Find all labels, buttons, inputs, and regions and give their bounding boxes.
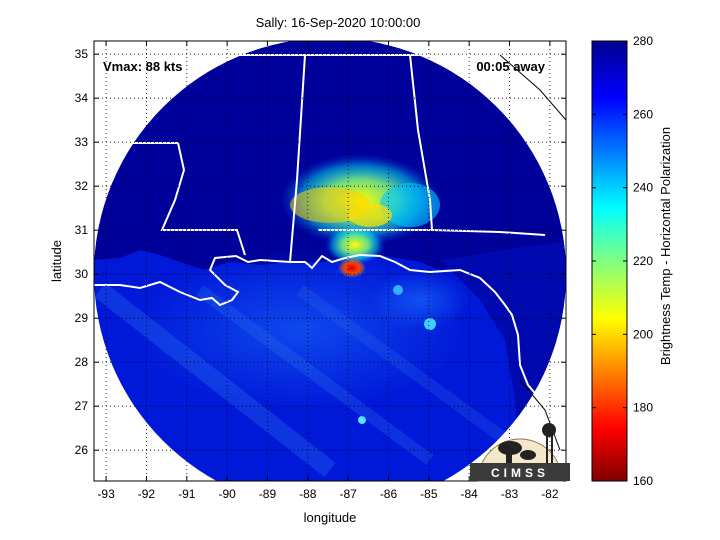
- x-tick-label: -90: [218, 487, 236, 501]
- y-tick-label: 31: [75, 223, 89, 237]
- x-tick-label: -89: [259, 487, 277, 501]
- axes-frame: [93, 40, 567, 482]
- colorbar-ticks: 280 260 240 220 200 180 160: [592, 34, 653, 488]
- colorbar-title: Brightness Temp - Horizontal Polarizatio…: [658, 127, 673, 365]
- coastline: [94, 253, 561, 421]
- y-tick-label: 30: [75, 267, 89, 281]
- y-tick-label: 34: [75, 91, 89, 105]
- x-axis-title: longitude: [304, 510, 357, 525]
- colorbar-tick-label: 220: [633, 254, 653, 268]
- y-tick-label: 27: [75, 399, 89, 413]
- y-axis-ticks: 35 34 33 32 31 30 29 28 27 26: [75, 47, 566, 457]
- colorbar-tick-label: 280: [633, 34, 653, 48]
- time-away-label: 00:05 away: [476, 59, 545, 74]
- y-tick-label: 28: [75, 355, 89, 369]
- y-tick-label: 35: [75, 47, 89, 61]
- colorbar: 280 260 240 220 200 180 160 Brightness Temp - …: [591, 34, 673, 488]
- x-tick-label: -84: [461, 487, 479, 501]
- chart-title: Sally: 16-Sep-2020 10:00:00: [256, 15, 421, 30]
- x-tick-label: -93: [97, 487, 115, 501]
- x-tick-label: -86: [380, 487, 398, 501]
- colorbar-tick-label: 160: [633, 474, 653, 488]
- x-tick-label: -82: [541, 487, 559, 501]
- y-tick-label: 26: [75, 443, 89, 457]
- state-border-al-ga: [409, 54, 433, 231]
- colorbar-gradient: [591, 40, 628, 482]
- state-border-la-ms: [94, 142, 246, 256]
- vmax-label: Vmax: 88 kts: [103, 59, 183, 74]
- plot-area: -93 -92 -91 -90 -89 -88 -87 -86 -85 -84 -83 -82 353…: [75, 40, 570, 501]
- state-border-ms-al: [289, 54, 306, 263]
- y-tick-label: 33: [75, 135, 89, 149]
- cimss-logo: CIMSS: [470, 423, 570, 482]
- colorbar-tick-label: 260: [633, 107, 653, 121]
- y-tick-label: 29: [75, 311, 89, 325]
- colorbar-tick-label: 240: [633, 181, 653, 195]
- coastline-and-borders: [94, 54, 566, 421]
- cimss-logo-text: CIMSS: [491, 466, 549, 480]
- x-tick-label: -85: [420, 487, 438, 501]
- x-axis-ticks: -93 -92 -91 -90 -89 -88 -87 -86 -85 -84 -83 -82: [97, 41, 559, 501]
- x-tick-label: -91: [178, 487, 196, 501]
- x-tick-label: -83: [501, 487, 519, 501]
- colorbar-tick-label: 180: [633, 401, 653, 415]
- y-tick-label: 32: [75, 179, 89, 193]
- x-tick-label: -92: [138, 487, 156, 501]
- y-axis-title: latitude: [49, 240, 64, 282]
- grid-lines: [94, 41, 566, 481]
- x-tick-label: -87: [339, 487, 357, 501]
- x-tick-label: -88: [299, 487, 317, 501]
- outside-borders: [499, 54, 566, 451]
- land-region: [94, 41, 566, 270]
- colorbar-tick-label: 200: [633, 327, 653, 341]
